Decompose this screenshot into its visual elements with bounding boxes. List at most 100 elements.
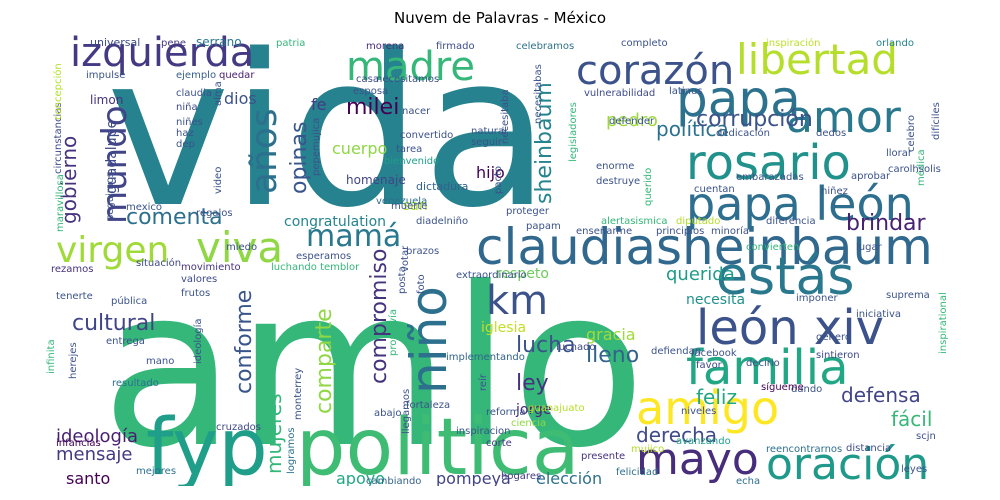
word-lugar: lugar [856, 242, 883, 253]
word-apoyo: apoyo [336, 469, 385, 486]
word-lucha: lucha [516, 333, 576, 358]
word-papam: papam [526, 221, 561, 232]
word-ejemplo: ejemplo [176, 70, 216, 81]
word-favor: favor [696, 360, 723, 371]
word-querido: querido [643, 168, 654, 206]
word-dep: dep [176, 139, 195, 150]
word-hogares: hogares [501, 471, 541, 482]
word-defiendan: defiendan [651, 346, 701, 357]
word-pepe: pepe [161, 38, 186, 49]
word-fe: fe [311, 95, 326, 114]
word-cambiando: cambiando [366, 476, 421, 486]
word-necesitabas: necesitabas [533, 64, 544, 124]
word-aprobar: aprobar [851, 171, 891, 182]
word-legisladores: legisladores [568, 102, 579, 162]
word-genero: género [816, 331, 851, 343]
word-ensenarme: enseñarme [576, 226, 632, 237]
word-dedos: dedos [816, 128, 846, 139]
word-alertasismica: alertasismica [601, 216, 668, 227]
word-casa: casa [356, 74, 379, 85]
word-jorge: jorge [515, 402, 551, 418]
word-echa: echa [736, 476, 760, 486]
word-facebook: facebook [691, 348, 737, 359]
word-defensa: defensa [841, 383, 921, 407]
word-diputado: diputado [676, 216, 720, 227]
word-dificiles: difíciles [930, 102, 942, 140]
word-minoria: minoría [711, 225, 749, 237]
word-morena: morena [366, 41, 404, 52]
word-corte: corte [486, 438, 512, 449]
word-proteger: proteger [506, 206, 550, 217]
word-llegamos: llegamos [401, 389, 412, 434]
word-esposa: esposa [353, 86, 388, 97]
word-frutos: frutos [181, 288, 210, 299]
word-inspirational: inspirational [938, 292, 949, 354]
word-miedo: miedo [226, 242, 257, 253]
word-cuerpo: cuerpo [332, 139, 387, 158]
word-hijo: hijo [476, 163, 505, 182]
word-eleccion: elección [536, 469, 602, 486]
word-celebramos: celebramos [516, 41, 574, 52]
word-celebro: celebro [906, 115, 917, 152]
word-posta: posta [397, 266, 408, 294]
word-orlando: orlando [876, 38, 914, 49]
word-distancia: distancia [846, 443, 891, 454]
word-abajo: abajo [374, 408, 402, 419]
word-necesita: necesita [686, 292, 745, 308]
word-guanajuato: guanajuato [528, 403, 585, 414]
word-opinas: opinas [287, 122, 312, 194]
word-comparte: comparte [312, 308, 337, 414]
word-cruzados: cruzados [216, 422, 261, 433]
word-vida: vida [106, 34, 551, 254]
page-title: Nuvem de Palavras - México [393, 9, 607, 27]
word-rosario: rosario [686, 135, 851, 191]
word-carolhsolis: carolhsolis [888, 164, 941, 175]
word-seguir: seguir [471, 137, 503, 148]
word-conforme: conforme [232, 290, 257, 394]
word-regalos: regalos [196, 208, 233, 219]
word-brazos: brazos [406, 246, 439, 257]
word-niveles: niveles [681, 406, 716, 417]
word-sigueme: sígueme [761, 381, 804, 393]
word-diadelnino: diadelniño [416, 216, 468, 227]
word-mano: mano [146, 356, 174, 367]
word-querida: querida [666, 264, 735, 285]
word-limon: limon [90, 93, 123, 107]
word-universal: universal [90, 36, 140, 49]
word-destruye: destruye [596, 176, 640, 187]
word-derecha: derecha [636, 423, 717, 447]
word-libertad: libertad [736, 35, 898, 84]
word-cloud-canvas: vidaamlopoliticafypclaudiasheinbaumizqui… [46, 34, 949, 486]
word-claudia: claudia [176, 88, 212, 99]
word-latinus: latinus [669, 86, 703, 97]
word-suprema: suprema [886, 290, 930, 301]
word-anos: años [244, 108, 285, 194]
word-mexico: mexico [126, 202, 162, 213]
word-cuentan: cuentan [694, 184, 735, 195]
word-gracia: gracia [586, 325, 636, 344]
word-extraordinario: extraordinario [456, 270, 527, 281]
word-votar: votar [400, 245, 411, 272]
word-implementando: implementando [446, 352, 525, 363]
word-presente: presente [581, 451, 625, 462]
word-monterrey: monterrey [293, 368, 304, 420]
word-estas: estás [716, 247, 854, 307]
word-infancias: infancias [56, 438, 101, 449]
word-convierten: convierten [746, 242, 799, 253]
word-mujeres: mujeres [262, 393, 286, 474]
word-cultural: cultural [72, 311, 155, 336]
word-diferencia: diferencia [766, 216, 816, 227]
word-leon-xiv: león xiv [696, 300, 884, 356]
word-nino: niño [400, 286, 458, 394]
word-mensaje: mensaje [56, 444, 133, 465]
word-firmado: firmado [436, 41, 475, 52]
word-reir: reír [477, 373, 489, 391]
word-natural: natural [471, 126, 507, 137]
word-compromiso: compromiso [367, 249, 392, 384]
word-reforma: reforma [486, 407, 526, 418]
word-amlo: amlo [101, 240, 646, 486]
word-politica: política [656, 117, 729, 141]
word-politica: politica [296, 403, 580, 486]
word-papa-leon: papa león [686, 177, 914, 231]
word-convertido: convertido [400, 130, 453, 141]
